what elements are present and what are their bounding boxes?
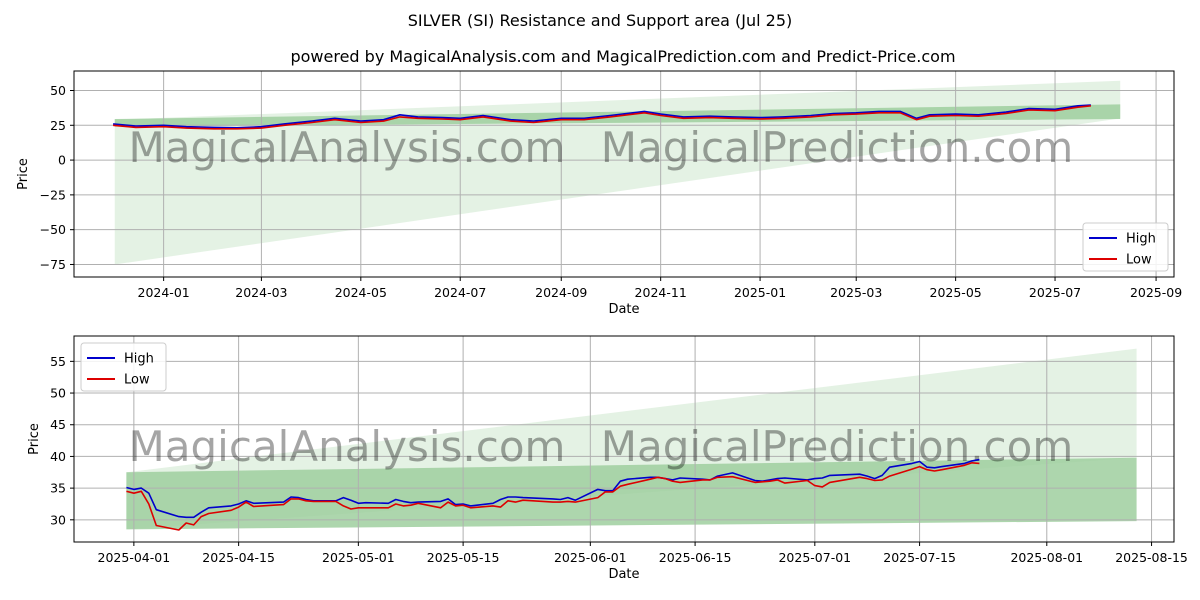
chart-subtitle: powered by MagicalAnalysis.com and Magic… — [290, 47, 955, 66]
watermark-text: MagicalPrediction.com — [601, 422, 1074, 471]
chart-title: SILVER (SI) Resistance and Support area … — [408, 11, 793, 30]
y-tick-label: −75 — [40, 257, 66, 272]
bottom-chart: 55 50 45 40 35 30 2025-04-01 2025-04-15 2025-05-… — [27, 335, 1188, 582]
x-tick-label: 2024-01 — [138, 285, 190, 300]
x-axis-label: Date — [608, 567, 639, 582]
x-tick-label: 2025-07-15 — [883, 550, 956, 565]
y-tick-label: 25 — [50, 118, 66, 133]
x-tick-label: 2025-05-15 — [427, 550, 500, 565]
watermark-text: MagicalAnalysis.com — [129, 422, 566, 471]
x-tick-label: 2025-05 — [930, 285, 982, 300]
x-tick-label: 2025-07 — [1029, 285, 1081, 300]
resistance-support-wide-band — [114, 80, 1121, 265]
y-tick-label: −50 — [40, 222, 66, 237]
x-tick-label: 2025-07-01 — [778, 550, 851, 565]
low-legend-label: Low — [124, 373, 150, 388]
y-tick-label: 0 — [58, 153, 66, 168]
legend: High Low — [1082, 222, 1169, 272]
y-tick-label: −25 — [40, 187, 66, 202]
high-series-line — [113, 104, 1091, 129]
x-tick-label: 2025-04-01 — [98, 550, 171, 565]
low-series-line — [126, 462, 980, 531]
x-tick-label: 2025-06-15 — [659, 550, 732, 565]
x-tick-label: 2025-03 — [830, 285, 882, 300]
y-tick-label: 50 — [50, 83, 66, 98]
x-axis-label: Date — [608, 302, 639, 317]
y-tick-label: 40 — [50, 449, 66, 464]
x-tick-label: 2024-07 — [434, 285, 486, 300]
x-tick-label: 2024-09 — [535, 285, 587, 300]
y-tick-label: 55 — [50, 354, 66, 369]
watermark-text: MagicalPrediction.com — [601, 123, 1074, 172]
low-legend-label: Low — [1126, 253, 1152, 268]
x-tick-label: 2025-08-01 — [1010, 550, 1083, 565]
high-legend-label: High — [124, 352, 154, 367]
x-tick-label: 2025-01 — [734, 285, 786, 300]
watermark-text: MagicalAnalysis.com — [129, 123, 566, 172]
plot-frame — [73, 335, 1175, 543]
y-tick-label: 45 — [50, 417, 66, 432]
x-tick-label: 2025-05-01 — [322, 550, 395, 565]
y-tick-label: 35 — [50, 481, 66, 496]
y-axis-label: Price — [27, 423, 42, 455]
high-legend-label: High — [1126, 232, 1156, 247]
x-tick-label: 2024-11 — [635, 285, 687, 300]
x-tick-label: 2024-03 — [235, 285, 287, 300]
resistance-support-narrow-band — [126, 457, 1137, 530]
x-tick-label: 2025-06-01 — [554, 550, 627, 565]
high-series-line — [126, 458, 980, 519]
x-tick-label: 2025-04-15 — [202, 550, 275, 565]
plot-frame — [73, 70, 1175, 278]
x-tick-label: 2025-08-15 — [1115, 550, 1188, 565]
y-tick-label: 50 — [50, 386, 66, 401]
x-tick-label: 2024-05 — [335, 285, 387, 300]
legend: High Low — [80, 342, 167, 392]
y-tick-label: 30 — [50, 512, 66, 527]
y-axis-label: Price — [16, 158, 31, 190]
low-series-line — [113, 105, 1091, 130]
x-tick-label: 2025-09 — [1130, 285, 1182, 300]
top-chart: 50 25 0 −25 −50 −75 2024-01 2024-03 2024-05 2024-… — [16, 70, 1182, 317]
